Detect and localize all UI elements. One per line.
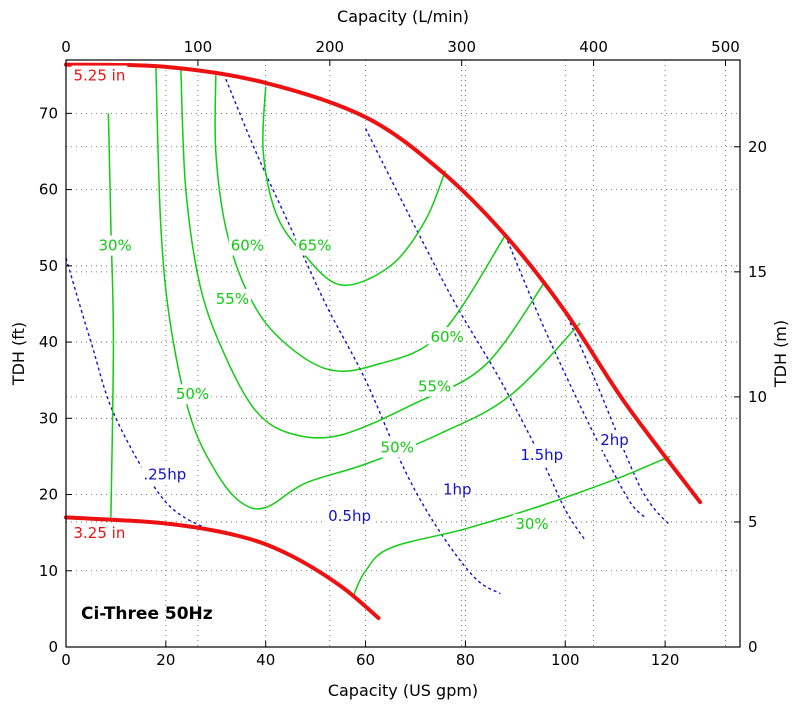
top-tick-label: 200 xyxy=(315,38,344,56)
curve-label-text: 3.25 in xyxy=(73,524,125,542)
chart-title: Ci-Three 50Hz xyxy=(81,604,213,624)
label-background xyxy=(213,288,252,309)
power-curve-1-5hp xyxy=(504,235,646,518)
label-background xyxy=(326,506,374,527)
efficiency-curve-30 xyxy=(352,455,671,596)
efficiency-curve-30 xyxy=(107,113,115,518)
curve-label-text: 50% xyxy=(381,439,414,457)
top-tick-label: 0 xyxy=(61,38,71,56)
curve-label-text: 60% xyxy=(231,237,264,255)
curve-label-text: 55% xyxy=(216,290,249,308)
curve-label-30: 30% xyxy=(513,513,551,534)
x-tick-label: 60 xyxy=(356,651,375,669)
grid-lines xyxy=(65,60,740,648)
curve-label-1hp: 1hp xyxy=(440,479,474,500)
top-tick-label: 300 xyxy=(447,38,476,56)
efficiency-curves xyxy=(107,67,671,596)
curve-label-text: 1.5hp xyxy=(520,446,563,464)
impeller-curve-5-25-in xyxy=(64,62,703,505)
curve-label-50: 50% xyxy=(378,437,416,458)
efficiency-curve-60 xyxy=(214,75,506,373)
efficiency-curve-50 xyxy=(155,67,581,510)
y-tick-label: 10 xyxy=(39,562,58,580)
impeller-curves xyxy=(64,62,703,620)
x-tick-label: 100 xyxy=(551,651,580,669)
curve-labels: 5.25 in 3.25 in 30% 60% 65% 55% 60% 50% 55% 50% 30… xyxy=(71,65,631,543)
label-background xyxy=(415,376,454,397)
curve-label-text: 55% xyxy=(418,378,451,396)
efficiency-curve-55 xyxy=(180,67,546,439)
label-background xyxy=(513,513,551,534)
right-tick-label: 5 xyxy=(748,513,758,531)
label-background xyxy=(440,479,474,500)
top-tick-label: 100 xyxy=(184,38,213,56)
curve-label-3-25-in: 3.25 in xyxy=(71,522,128,543)
right-tick-label: 0 xyxy=(748,638,758,656)
curve-label-text: 1hp xyxy=(443,481,472,499)
y-tick-label: 40 xyxy=(39,333,58,351)
label-background xyxy=(296,235,334,256)
y-tick-label: 0 xyxy=(48,638,58,656)
power-curve-1hp xyxy=(364,128,586,541)
label-background xyxy=(141,464,189,485)
right-tick-label: 10 xyxy=(748,388,767,406)
top-axis-title: Capacity (L/min) xyxy=(337,7,469,26)
right-tick-label: 15 xyxy=(748,263,767,281)
y-tick-label: 60 xyxy=(39,181,58,199)
curve-label-60: 60% xyxy=(228,235,267,256)
impeller-curve-3-25-in xyxy=(64,515,381,620)
curve-label-60: 60% xyxy=(428,327,466,348)
x-tick-label: 80 xyxy=(456,651,475,669)
curve-label-text: .25hp xyxy=(143,465,186,483)
label-background xyxy=(598,429,631,450)
curve-label-text: 2hp xyxy=(600,431,629,449)
y-tick-label: 20 xyxy=(39,486,58,504)
top-tick-label: 400 xyxy=(579,38,608,56)
y-tick-label: 30 xyxy=(39,409,58,427)
curve-label-text: 65% xyxy=(298,237,331,255)
label-background xyxy=(173,384,212,405)
curve-label-25hp: .25hp xyxy=(141,464,189,485)
curve-label-text: 0.5hp xyxy=(328,507,371,525)
y-tick-label: 70 xyxy=(39,104,58,122)
curve-label-text: 5.25 in xyxy=(73,67,125,85)
curve-label-text: 30% xyxy=(515,515,548,533)
y-tick-label: 50 xyxy=(39,257,58,275)
label-background xyxy=(96,235,134,256)
label-background xyxy=(378,437,416,458)
label-background xyxy=(428,327,466,348)
x-axis-title: Capacity (US gpm) xyxy=(328,681,478,700)
curve-label-text: 60% xyxy=(430,328,463,346)
curve-label-0-5hp: 0.5hp xyxy=(326,506,374,527)
curve-label-65: 65% xyxy=(296,235,334,256)
x-tick-label: 20 xyxy=(156,651,175,669)
efficiency-curve-65 xyxy=(262,86,447,286)
plot-frame xyxy=(65,59,741,648)
x-tick-label: 120 xyxy=(651,651,680,669)
label-background xyxy=(228,235,267,256)
curve-label-55: 55% xyxy=(415,376,454,397)
curve-label-2hp: 2hp xyxy=(598,429,631,450)
x-tick-label: 40 xyxy=(256,651,275,669)
x-tick-label: 0 xyxy=(61,651,71,669)
top-tick-label: 500 xyxy=(711,38,740,56)
right-tick-label: 20 xyxy=(748,138,767,156)
label-background xyxy=(518,445,566,466)
curve-label-text: 50% xyxy=(176,385,209,403)
right-axis-title: TDH (m) xyxy=(771,320,790,388)
label-background xyxy=(71,65,128,86)
curve-label-1-5hp: 1.5hp xyxy=(518,445,566,466)
curve-label-text: 30% xyxy=(98,237,131,255)
curve-label-30: 30% xyxy=(96,235,134,256)
label-background xyxy=(71,522,128,543)
curve-label-50: 50% xyxy=(173,384,212,405)
curve-label-55: 55% xyxy=(213,288,252,309)
y-axis-title: TDH (ft) xyxy=(9,322,28,386)
curve-label-5-25-in: 5.25 in xyxy=(71,65,128,86)
